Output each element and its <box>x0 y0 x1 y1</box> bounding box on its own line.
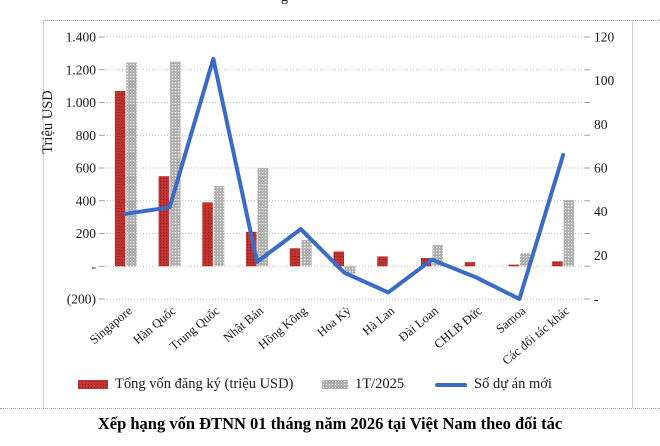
bar-registered-capital <box>464 262 476 267</box>
y-axis-left-tick-label: 800 <box>76 128 97 143</box>
line-new-projects <box>123 56 566 301</box>
bar-registered-capital <box>158 176 170 267</box>
bar-1t2025 <box>563 199 575 267</box>
y-axis-left-tick-label: 600 <box>76 161 97 176</box>
category-label: Samoa <box>493 303 528 336</box>
legend-label: 1T/2025 <box>355 376 405 392</box>
gray-bar-swatch-icon <box>322 380 348 389</box>
figure-border-bottom <box>0 408 660 409</box>
y-axis-left-tick-label: 1.000 <box>66 95 97 110</box>
figure-border-top <box>43 20 660 21</box>
category-label: Hồng Kông <box>256 303 311 352</box>
bar-registered-capital <box>508 264 519 267</box>
figure-border-left <box>43 20 44 408</box>
bar-1t2025 <box>345 266 356 274</box>
bar-registered-capital <box>377 256 388 267</box>
category-label: Hà Lan <box>360 303 398 338</box>
legend-label: Tổng vốn đăng ký (triệu USD) <box>115 376 294 392</box>
y-axis-right-tick-label: - <box>594 292 599 307</box>
y-axis-left-tick-label: 400 <box>76 193 97 208</box>
legend-item-new-projects: Số dự án mới <box>435 376 552 393</box>
legend-item-1t2025: 1T/2025 <box>322 376 404 393</box>
bar-1t2025 <box>257 168 269 267</box>
y-axis-right-tick-label: 60 <box>594 161 608 176</box>
y-axis-right-tick-label: 80 <box>594 117 608 132</box>
category-label: CHLB Đức <box>431 303 485 351</box>
bar-1t2025 <box>170 61 181 267</box>
y-axis-left-tick-label: 200 <box>76 226 97 241</box>
y-axis-right-tick-label: 120 <box>594 30 615 45</box>
bar-registered-capital <box>333 251 344 267</box>
blue-line-swatch-icon <box>435 382 467 387</box>
bar-registered-capital <box>246 231 257 267</box>
y-axis-right-tick-label: 40 <box>594 204 608 219</box>
y-axis-title: Triệu USD <box>40 90 56 154</box>
y-axis-right-tick-label: 100 <box>594 73 615 88</box>
y-axis-left-tick-label: - <box>92 259 97 274</box>
bar-1t2025 <box>519 253 531 267</box>
bar-1t2025 <box>213 186 225 267</box>
clipped-title-fragment: g <box>281 0 297 9</box>
y-axis-left-tick-label: (200) <box>67 292 96 307</box>
combo-chart: 1.400 1.200 1.000 800 600 400 200 - (200) 120 100 8… <box>40 30 615 368</box>
bar-1t2025 <box>126 62 137 267</box>
bar-registered-capital <box>552 261 563 267</box>
category-label: Hoa Kỳ <box>314 303 354 339</box>
bar-registered-capital <box>202 202 213 267</box>
y-axis-left-tick-label: 1.400 <box>66 30 97 45</box>
figure-caption: Xếp hạng vốn ĐTNN 01 tháng năm 2026 tại … <box>97 414 563 433</box>
figure-border-right <box>632 20 633 408</box>
bar-1t2025 <box>301 240 312 267</box>
bar-registered-capital <box>114 91 126 267</box>
bar-registered-capital <box>289 248 301 267</box>
bar-1t2025 <box>432 244 443 267</box>
red-bar-swatch-icon <box>78 380 108 389</box>
y-axis-left-tick-label: 1.200 <box>66 62 97 77</box>
legend-label: Số dự án mới <box>474 376 552 392</box>
legend-item-registered-capital: Tổng vốn đăng ký (triệu USD) <box>78 376 293 393</box>
chart-legend: Tổng vốn đăng ký (triệu USD) 1T/2025 Số … <box>0 376 660 396</box>
category-label: Singapore <box>87 303 135 347</box>
y-axis-right-tick-label: 20 <box>594 248 608 263</box>
